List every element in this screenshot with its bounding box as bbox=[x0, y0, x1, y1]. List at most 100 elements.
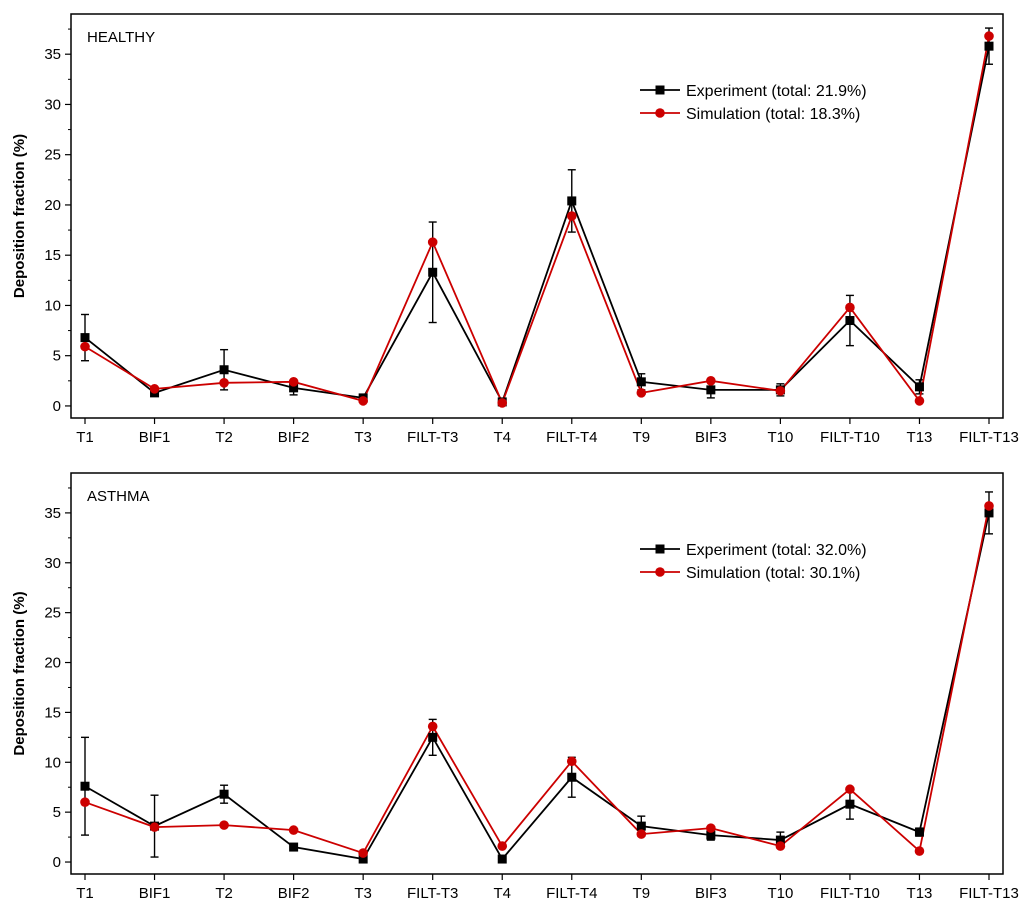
x-tick-label: T9 bbox=[633, 429, 651, 446]
data-point bbox=[497, 841, 508, 851]
data-point bbox=[914, 396, 925, 406]
x-tick-label: FILT-T10 bbox=[820, 429, 880, 446]
x-tick-label: FILT-T3 bbox=[407, 429, 458, 446]
data-point bbox=[636, 821, 646, 831]
data-point bbox=[567, 772, 577, 782]
x-tick-label: FILT-T4 bbox=[546, 885, 597, 902]
legend-marker bbox=[655, 108, 665, 118]
x-tick-label: BIF2 bbox=[278, 885, 310, 902]
x-tick-label: BIF1 bbox=[139, 885, 171, 902]
data-point bbox=[914, 382, 924, 392]
plot-frame bbox=[70, 13, 1004, 419]
data-point bbox=[636, 388, 647, 398]
x-tick-label: BIF1 bbox=[139, 429, 171, 446]
data-point bbox=[636, 829, 647, 839]
x-tick-label: T2 bbox=[215, 429, 233, 446]
data-point bbox=[289, 383, 299, 393]
y-tick-label: 15 bbox=[44, 704, 61, 721]
x-tick-label: FILT-T10 bbox=[820, 885, 880, 902]
data-point bbox=[288, 825, 299, 835]
x-tick-label: FILT-T13 bbox=[959, 429, 1019, 446]
y-tick-label: 5 bbox=[53, 804, 61, 821]
y-tick-label: 35 bbox=[44, 46, 61, 63]
series-line-0 bbox=[84, 45, 990, 405]
x-tick-label: FILT-T3 bbox=[407, 885, 458, 902]
data-point bbox=[219, 820, 229, 830]
data-point bbox=[984, 501, 994, 511]
data-point bbox=[706, 823, 716, 833]
data-point bbox=[149, 822, 160, 832]
x-tick-label: T3 bbox=[354, 429, 372, 446]
data-point bbox=[706, 385, 716, 395]
data-point bbox=[636, 377, 646, 387]
chart-panel-1: 0 5 10 15 20 25 30 35 T1 BIF1 T2 BIF2 T3 FILT-T3 T4 FIL… bbox=[11, 472, 1019, 902]
y-tick-label: 5 bbox=[53, 348, 61, 365]
data-point bbox=[497, 398, 508, 408]
x-tick-label: T10 bbox=[767, 429, 793, 446]
y-tick-label: 0 bbox=[53, 854, 61, 871]
y-tick-label: 20 bbox=[44, 655, 61, 672]
x-tick-label: T13 bbox=[907, 429, 933, 446]
series-line-0 bbox=[84, 512, 990, 861]
legend-marker bbox=[655, 567, 665, 577]
data-point bbox=[845, 799, 855, 809]
chart-panel-0: 0 5 10 15 20 25 30 35 T1 BIF1 T2 BIF2 T3 FILT-T3 T4 FIL… bbox=[11, 13, 1019, 446]
y-tick-label: 25 bbox=[44, 147, 61, 164]
legend-label: Simulation (total: 30.1%) bbox=[686, 565, 860, 582]
data-point bbox=[914, 827, 924, 837]
x-tick-label: T1 bbox=[76, 885, 94, 902]
x-tick-label: BIF3 bbox=[695, 885, 727, 902]
data-point bbox=[358, 854, 368, 864]
x-tick-label: T13 bbox=[907, 885, 933, 902]
legend-marker bbox=[655, 85, 665, 95]
y-tick-label: 20 bbox=[44, 197, 61, 214]
plot-frame bbox=[70, 472, 1004, 875]
x-tick-label: T2 bbox=[215, 885, 233, 902]
data-point bbox=[428, 267, 438, 277]
panel-label: ASTHMA bbox=[87, 488, 150, 505]
data-point bbox=[219, 789, 229, 799]
data-point bbox=[914, 846, 925, 856]
data-point bbox=[984, 41, 994, 51]
x-tick-label: FILT-T13 bbox=[959, 885, 1019, 902]
data-point bbox=[845, 302, 855, 313]
data-point bbox=[706, 830, 716, 840]
data-point bbox=[845, 316, 855, 326]
y-tick-label: 25 bbox=[44, 605, 61, 622]
x-tick-label: T4 bbox=[493, 429, 511, 446]
data-point bbox=[567, 196, 577, 206]
legend-label: Simulation (total: 18.3%) bbox=[686, 106, 860, 123]
x-tick-label: T4 bbox=[493, 885, 511, 902]
data-point bbox=[80, 333, 90, 343]
data-point bbox=[775, 835, 785, 845]
legend-label: Experiment (total: 21.9%) bbox=[686, 83, 867, 100]
data-point bbox=[845, 784, 855, 795]
legend-label: Experiment (total: 32.0%) bbox=[686, 542, 867, 559]
legend-marker bbox=[655, 544, 665, 554]
data-point bbox=[706, 376, 716, 386]
data-point bbox=[289, 842, 299, 852]
data-point bbox=[288, 377, 299, 387]
data-point bbox=[149, 384, 160, 394]
data-point bbox=[984, 31, 994, 41]
data-point bbox=[775, 386, 786, 396]
y-tick-label: 30 bbox=[44, 96, 61, 113]
x-tick-label: T9 bbox=[633, 885, 651, 902]
x-tick-label: T3 bbox=[354, 885, 372, 902]
data-point bbox=[80, 781, 90, 791]
x-tick-label: BIF2 bbox=[278, 429, 310, 446]
data-point bbox=[497, 854, 507, 864]
y-tick-label: 15 bbox=[44, 247, 61, 264]
y-axis-label: Deposition fraction (%) bbox=[11, 591, 28, 755]
x-tick-label: FILT-T4 bbox=[546, 429, 597, 446]
data-point bbox=[358, 848, 368, 858]
y-tick-label: 0 bbox=[53, 398, 61, 415]
data-point bbox=[427, 721, 438, 732]
y-tick-label: 35 bbox=[44, 505, 61, 522]
y-axis-label: Deposition fraction (%) bbox=[11, 134, 28, 298]
data-point bbox=[219, 365, 229, 375]
data-point bbox=[219, 378, 229, 388]
x-tick-label: T1 bbox=[76, 429, 94, 446]
